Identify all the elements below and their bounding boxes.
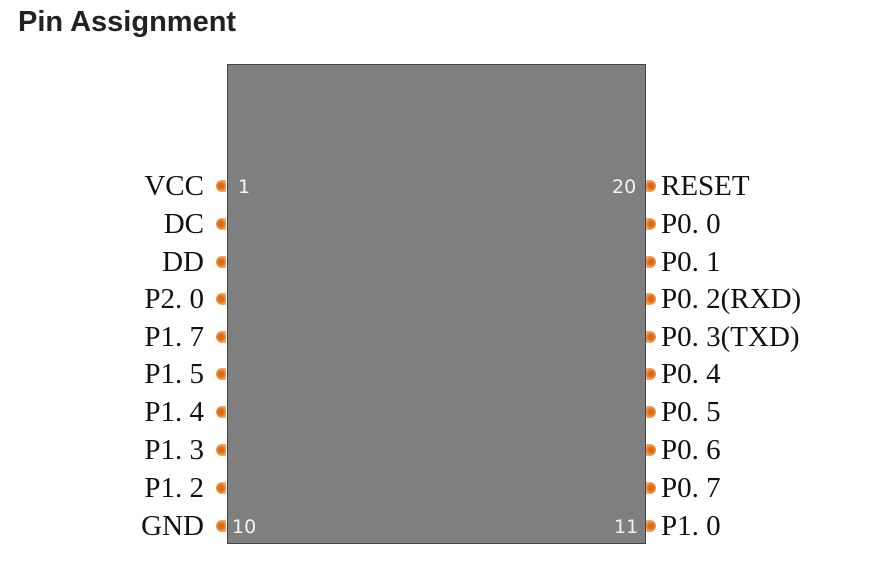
left-pin-dot — [216, 180, 226, 192]
right-pin-label: P0. 1 — [661, 246, 721, 278]
right-pin-label: P1. 0 — [661, 510, 721, 542]
right-pin-label: P0. 6 — [661, 434, 721, 466]
left-pin-dot — [216, 331, 226, 343]
left-pin-label: VCC — [144, 170, 204, 202]
left-pin-dot — [216, 406, 226, 418]
right-pin-dot — [646, 368, 656, 380]
right-pin-label: P0. 2(RXD) — [661, 283, 802, 315]
left-pin-dot — [216, 218, 226, 230]
pin-number-20: 20 — [612, 176, 637, 198]
right-pin-dot — [646, 406, 656, 418]
left-pin-label: P1. 2 — [144, 472, 204, 504]
right-pin-label: RESET — [661, 170, 750, 202]
right-pin-dot — [646, 256, 656, 268]
left-pin-label: GND — [141, 510, 204, 542]
left-pin-dot — [216, 293, 226, 305]
right-pin-dot — [646, 444, 656, 456]
pin-number-11: 11 — [614, 516, 639, 538]
pin-number-1: 1 — [238, 176, 251, 198]
left-pin-dot — [216, 444, 226, 456]
pin-number-10: 10 — [232, 516, 257, 538]
left-pin-label: P1. 4 — [144, 396, 204, 428]
right-pin-label: P0. 3(TXD) — [661, 321, 800, 353]
left-pin-dot — [216, 482, 226, 494]
right-pin-dot — [646, 180, 656, 192]
left-pin-label: DD — [162, 246, 204, 278]
right-pin-label: P0. 4 — [661, 358, 721, 390]
left-pin-label: P1. 5 — [144, 358, 204, 390]
left-pin-dot — [216, 368, 226, 380]
left-pin-label: P1. 7 — [144, 321, 204, 353]
left-pin-label: P2. 0 — [144, 283, 204, 315]
left-pin-label: DC — [163, 208, 204, 240]
right-pin-label: P0. 0 — [661, 208, 721, 240]
left-pin-dot — [216, 256, 226, 268]
right-pin-dot — [646, 218, 656, 230]
right-pin-dot — [646, 520, 656, 532]
left-pin-label: P1. 3 — [144, 434, 204, 466]
left-pin-dot — [216, 520, 226, 532]
right-pin-label: P0. 5 — [661, 396, 721, 428]
page-title: Pin Assignment — [18, 6, 237, 38]
right-pin-dot — [646, 331, 656, 343]
right-pin-dot — [646, 482, 656, 494]
right-pin-dot — [646, 293, 656, 305]
right-pin-label: P0. 7 — [661, 472, 721, 504]
chip-body — [227, 64, 646, 544]
